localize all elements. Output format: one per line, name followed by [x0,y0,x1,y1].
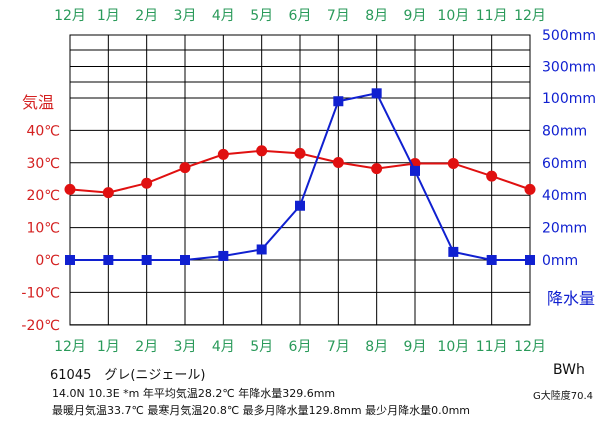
month-label-bottom: 10月 [437,339,469,355]
temperature-point [141,177,153,189]
month-label-top: 3月 [174,8,197,24]
temp-tick-label: 10℃ [26,221,60,237]
precipitation-point [448,246,459,257]
month-label-bottom: 12月 [514,339,546,355]
month-label-bottom: 12月 [54,339,86,355]
month-label-top: 12月 [514,8,546,24]
month-label-bottom: 5月 [250,339,273,355]
month-label-bottom: 4月 [212,339,235,355]
precipitation-point [371,88,382,99]
precip-tick-label: 60mm [542,156,587,172]
temp-tick-label: -20℃ [21,318,60,334]
temp-tick-label: 20℃ [26,188,60,204]
precipitation-point [218,250,229,261]
temp-tick-label: -10℃ [21,285,60,301]
precipitation-point [180,255,190,265]
temperature-point [294,147,306,159]
series-layer [64,88,536,265]
precip-axis-label: 降水量 [547,289,595,308]
precip-tick-label: 20mm [542,221,587,237]
precip-tick-label: 0mm [542,253,578,269]
precipitation-point [295,200,305,211]
month-label-bottom: 1月 [97,339,120,355]
month-label-top: 6月 [289,8,312,24]
temperature-point [217,148,229,160]
precip-tick-label: 40mm [542,188,587,204]
temp-axis-label: 気温 [22,93,54,112]
precipitation-point [525,255,535,265]
month-label-top: 12月 [54,8,86,24]
temp-tick-label: 30℃ [26,156,60,172]
left-tick-labels: 40℃ 30℃ 20℃ 10℃ 0℃ -10℃ -20℃ [21,123,60,333]
temp-tick-label: 40℃ [26,123,60,139]
temperature-point [64,183,76,195]
precipitation-point [333,96,344,107]
precip-tick-label: 80mm [542,123,587,139]
month-label-top: 10月 [437,8,469,24]
continentality-index: G大陸度70.4 [533,391,594,402]
right-tick-labels: 500mm 300mm 100mm 80mm 60mm 40mm 20mm 0mm [542,28,596,269]
climate-class: BWh [553,362,585,378]
top-month-labels: 12月 1月 2月 3月 4月 5月 6月 7月 8月 9月 10月 11月 12月 [54,8,546,24]
month-label-top: 1月 [97,8,120,24]
month-label-top: 2月 [135,8,158,24]
temperature-point [256,145,268,157]
precip-tick-label: 100mm [542,91,596,107]
temperature-point [179,162,191,174]
month-label-top: 9月 [404,8,427,24]
precipitation-point [65,255,75,265]
precip-tick-label: 500mm [542,28,596,44]
location-stats: 14.0N 10.3E *m 年平均気温28.2℃ 年降水量329.6mm [52,387,336,400]
station-info: 61045 グレ(ニジェール) [50,368,206,383]
month-label-top: 11月 [476,8,508,24]
temperature-point [102,187,114,199]
bottom-month-labels: 12月 1月 2月 3月 4月 5月 6月 7月 8月 9月 10月 11月 12月 [54,339,546,355]
month-label-bottom: 9月 [404,339,427,355]
precipitation-point [103,255,114,265]
temperature-point [447,157,459,169]
precipitation-point [486,255,497,265]
temp-tick-label: 0℃ [35,253,60,269]
month-label-top: 4月 [212,8,235,24]
month-label-top: 8月 [365,8,388,24]
temperature-point [486,170,498,182]
month-label-bottom: 2月 [135,339,158,355]
precipitation-point [256,244,267,255]
month-label-bottom: 3月 [174,339,197,355]
month-label-bottom: 8月 [365,339,388,355]
extreme-stats: 最暖月気温33.7℃ 最寒月気温20.8℃ 最多月降水量129.8mm 最少月降… [52,404,471,417]
temperature-point [332,156,344,168]
month-label-bottom: 6月 [289,339,312,355]
precipitation-point [141,255,152,265]
grid [69,34,531,326]
temperature-point [371,163,383,175]
precipitation-point [410,165,420,176]
temperature-point [524,183,536,195]
month-label-bottom: 11月 [476,339,508,355]
precip-tick-label: 300mm [542,60,596,76]
month-label-top: 5月 [250,8,273,24]
month-label-bottom: 7月 [327,339,350,355]
month-label-top: 7月 [327,8,350,24]
